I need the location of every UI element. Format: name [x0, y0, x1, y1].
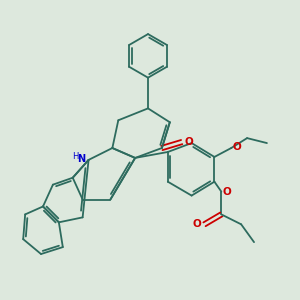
Text: N: N	[77, 154, 86, 164]
Text: O: O	[232, 142, 241, 152]
Text: O: O	[185, 137, 194, 147]
Text: O: O	[222, 187, 231, 196]
Text: H: H	[72, 152, 79, 161]
Text: O: O	[193, 219, 202, 229]
